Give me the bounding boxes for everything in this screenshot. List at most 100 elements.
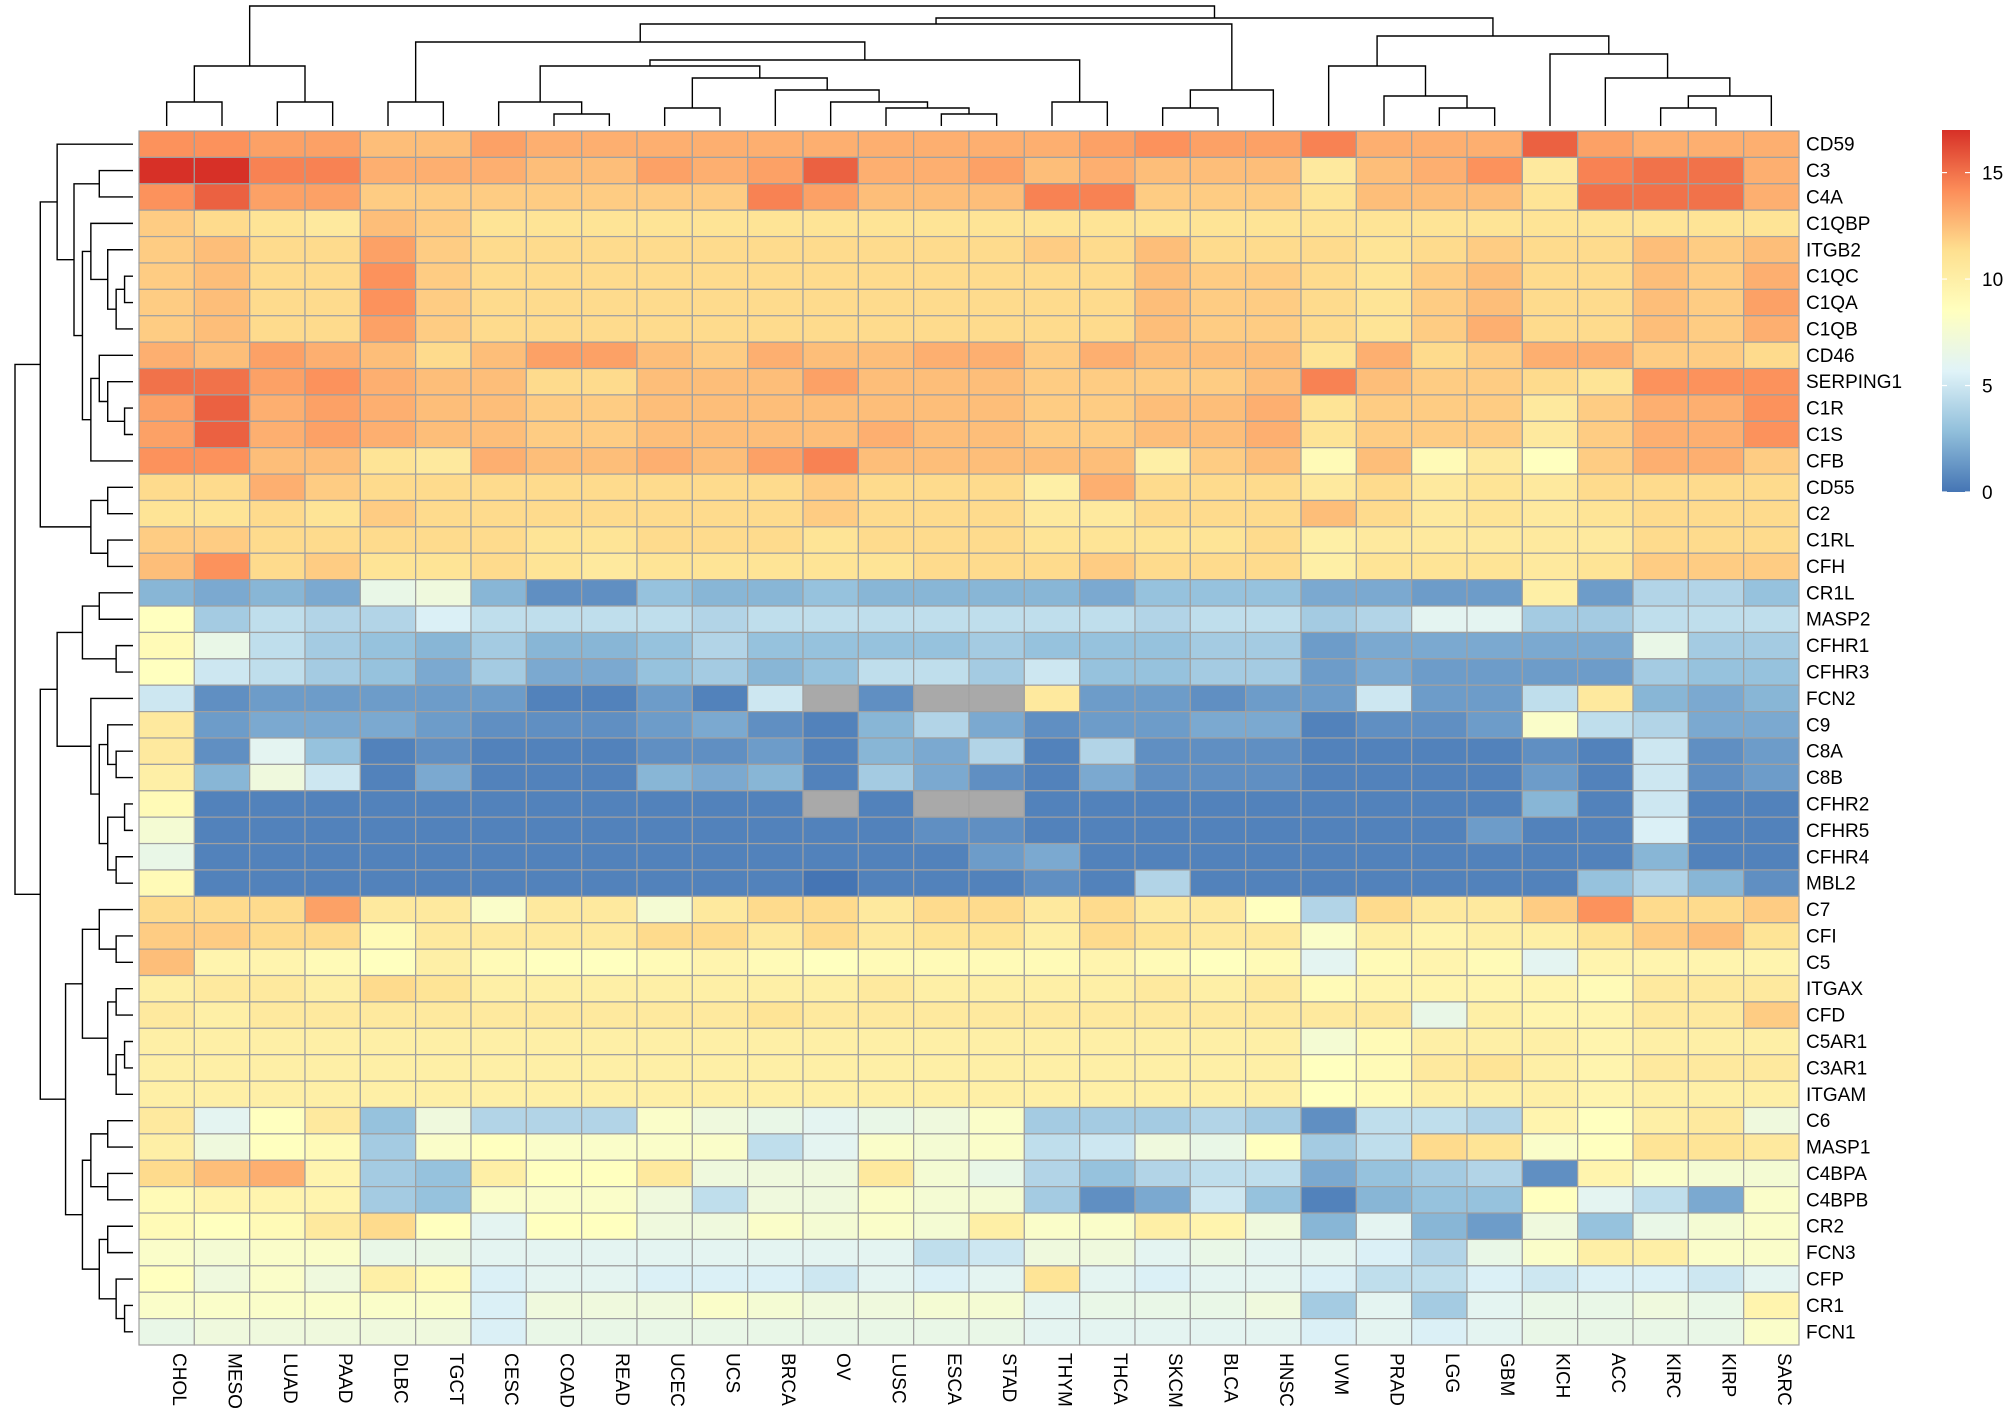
- column-label: CESC: [500, 1353, 521, 1406]
- heatmap-cell: [1134, 1212, 1191, 1241]
- heatmap-cell: [691, 1106, 749, 1135]
- heatmap-cell: [1521, 790, 1579, 818]
- heatmap-cell: [1355, 605, 1413, 634]
- heatmap-cell: [1189, 1001, 1247, 1029]
- heatmap-cell: [747, 579, 804, 607]
- row-label: ITGAM: [1806, 1085, 1866, 1106]
- dendrogram-branch: [1383, 95, 1468, 126]
- heatmap-cell: [193, 922, 251, 950]
- heatmap-cell: [1023, 1318, 1081, 1346]
- heatmap-cell: [913, 1238, 970, 1267]
- row-label: CFHR4: [1806, 847, 1870, 868]
- heatmap-cell: [1355, 816, 1413, 845]
- heatmap-cell: [581, 1186, 638, 1214]
- heatmap-cell: [1632, 473, 1689, 502]
- heatmap-cell: [193, 816, 251, 845]
- heatmap-cell: [415, 631, 472, 660]
- heatmap-cell: [1577, 974, 1634, 1003]
- heatmap-cell: [1355, 367, 1413, 396]
- heatmap-cell: [636, 842, 693, 871]
- heatmap-cell: [1521, 579, 1579, 607]
- heatmap-cell: [525, 394, 583, 422]
- heatmap-cell: [1632, 447, 1689, 475]
- heatmap-cell: [581, 1212, 638, 1241]
- heatmap-cell: [525, 1080, 583, 1109]
- heatmap-cell: [913, 605, 970, 634]
- heatmap-cell: [1300, 1159, 1357, 1188]
- dendrogram-branch: [90, 499, 108, 554]
- heatmap-cell: [1521, 552, 1579, 581]
- heatmap-cell: [1632, 579, 1689, 607]
- heatmap-cell: [636, 367, 693, 396]
- heatmap-cell: [1577, 262, 1634, 290]
- heatmap-cell: [1687, 183, 1745, 211]
- heatmap-cell: [968, 394, 1025, 422]
- heatmap-cell: [1355, 684, 1413, 713]
- heatmap-cell: [304, 499, 361, 528]
- heatmap-cell: [691, 235, 749, 264]
- heatmap-cell: [1300, 552, 1357, 581]
- heatmap-cell: [1134, 209, 1191, 238]
- heatmap-cell: [1079, 183, 1136, 211]
- heatmap-cell: [1079, 367, 1136, 396]
- heatmap-cell: [415, 130, 472, 158]
- heatmap-cell: [138, 1080, 195, 1109]
- column-label: UCEC: [666, 1353, 687, 1407]
- heatmap-cell: [1632, 816, 1689, 845]
- heatmap-cell: [1577, 183, 1634, 211]
- heatmap-cell: [913, 1265, 970, 1293]
- heatmap-cell: [1134, 420, 1191, 449]
- heatmap-cell: [193, 473, 251, 502]
- heatmap-cell: [968, 447, 1025, 475]
- heatmap-cell: [1079, 1212, 1136, 1241]
- heatmap-cell: [193, 1133, 251, 1161]
- heatmap-cell: [138, 684, 195, 713]
- heatmap-cell: [415, 816, 472, 845]
- heatmap-cell: [913, 526, 970, 554]
- heatmap-cell: [249, 1265, 306, 1293]
- heatmap-cell: [249, 869, 306, 897]
- heatmap-cell: [1189, 711, 1247, 739]
- heatmap-cell: [1632, 130, 1689, 158]
- heatmap-cell: [304, 1106, 361, 1135]
- dendrogram-branch: [14, 363, 41, 895]
- heatmap-cell: [1687, 1238, 1745, 1267]
- heatmap-cell: [359, 869, 417, 897]
- heatmap-cell: [1687, 552, 1745, 581]
- row-label: C1QA: [1806, 293, 1858, 314]
- heatmap-cell: [747, 447, 804, 475]
- heatmap-cell: [193, 552, 251, 581]
- heatmap-cell: [1743, 367, 1800, 396]
- heatmap-cell: [913, 711, 970, 739]
- heatmap-cell: [1743, 605, 1800, 634]
- heatmap-cell: [193, 526, 251, 554]
- heatmap-cell: [581, 473, 638, 502]
- heatmap-cell: [1411, 948, 1468, 977]
- heatmap-cell: [470, 658, 527, 686]
- row-label: MASP2: [1806, 610, 1870, 631]
- heatmap-cell: [1300, 737, 1357, 765]
- heatmap-cell: [691, 367, 749, 396]
- heatmap-cell: [1023, 1106, 1081, 1135]
- row-label: CFHR5: [1806, 821, 1869, 842]
- heatmap-cell: [1521, 1238, 1579, 1267]
- heatmap-cell: [470, 790, 527, 818]
- heatmap-cell: [636, 552, 693, 581]
- heatmap-cell: [415, 1265, 472, 1293]
- heatmap-cell: [249, 420, 306, 449]
- heatmap-cell: [636, 790, 693, 818]
- heatmap-cell: [1189, 1106, 1247, 1135]
- heatmap-cell: [857, 1106, 915, 1135]
- heatmap-cell: [1466, 684, 1523, 713]
- heatmap-cell: [1189, 1027, 1247, 1056]
- heatmap-cell: [913, 156, 970, 185]
- row-label: C1QBP: [1806, 214, 1870, 235]
- heatmap-cell: [857, 658, 915, 686]
- heatmap-cell: [193, 1291, 251, 1320]
- heatmap-cell: [691, 209, 749, 238]
- heatmap-cell: [193, 948, 251, 977]
- heatmap-cell: [802, 130, 859, 158]
- heatmap-cell: [1466, 156, 1523, 185]
- heatmap-cell: [1687, 209, 1745, 238]
- row-label: CR1: [1806, 1296, 1844, 1317]
